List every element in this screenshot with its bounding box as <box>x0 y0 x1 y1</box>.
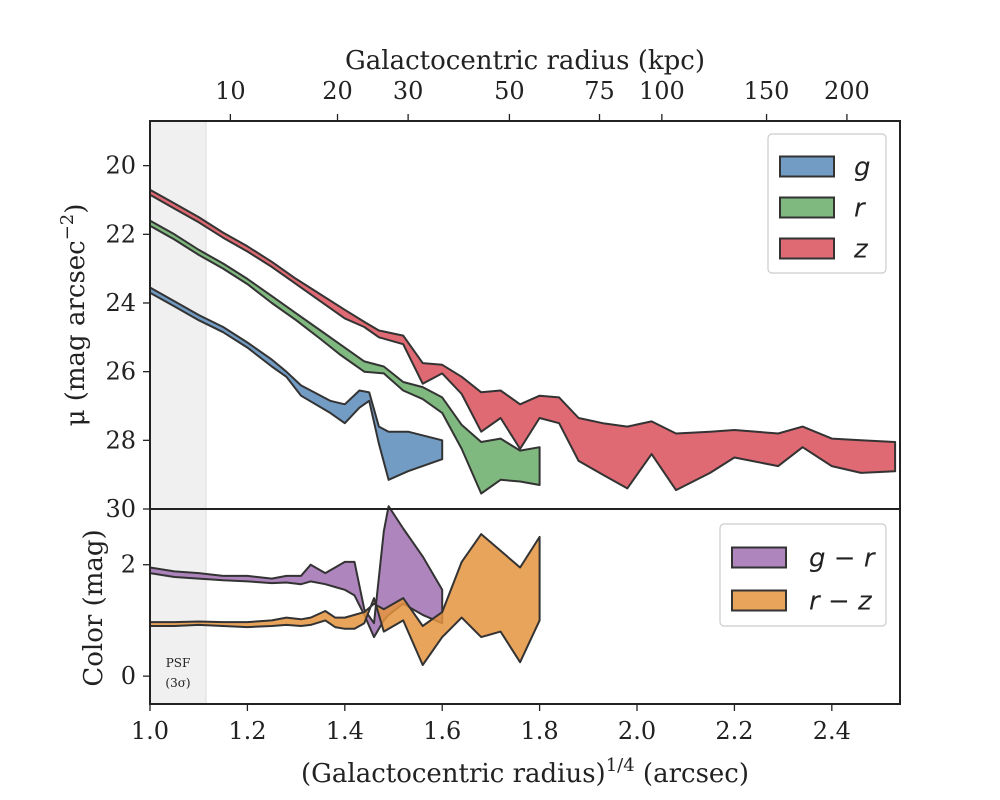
band-rz-color <box>149 533 541 666</box>
y-tick-label: 28 <box>105 426 136 454</box>
top-x-tick-label: 50 <box>494 77 525 105</box>
top-x-tick-label: 75 <box>584 77 615 105</box>
y-axis-title-sup: −2 <box>57 214 78 241</box>
color-y-tick-label: 0 <box>121 662 136 690</box>
y-axis-title-color: Color (mag) <box>79 529 109 686</box>
band-g <box>149 286 444 481</box>
x-tick-label: 2.4 <box>813 717 851 745</box>
y-axis-title-surface-brightness: μ (mag arcsec−2) <box>57 204 91 427</box>
top-axis-title: Galactocentric radius (kpc) <box>345 46 705 76</box>
y-tick-label: 26 <box>105 358 136 386</box>
x-tick-label: 1.0 <box>131 717 169 745</box>
legend-label-part: z <box>857 587 873 617</box>
psf-region-bottom <box>150 509 207 704</box>
psf-annotation-line2: (3σ) <box>165 676 190 690</box>
legend-label-part: g <box>809 544 826 574</box>
bottom-panel-frame <box>149 508 901 705</box>
band-r <box>149 219 541 495</box>
x-axis-title-suffix: (arcsec) <box>635 759 749 789</box>
top-x-tick-label: 100 <box>639 77 685 105</box>
legend-label: g <box>854 153 871 183</box>
x-tick-label: 1.8 <box>521 717 559 745</box>
x-axis-title-main: (Galactocentric radius) <box>301 759 606 789</box>
legend-label-part: − <box>826 544 864 574</box>
band-z <box>149 188 897 492</box>
legend-label: r − z <box>809 587 873 617</box>
legend-label-part: r <box>809 587 822 617</box>
x-tick-label: 1.6 <box>423 717 461 745</box>
legend-swatch <box>779 196 835 219</box>
legend-label: g − r <box>809 544 877 574</box>
top-x-tick-label: 200 <box>824 77 870 105</box>
top-x-tick-label: 10 <box>215 77 246 105</box>
x-tick-label: 2.0 <box>618 717 656 745</box>
top-x-tick-label: 20 <box>322 77 353 105</box>
color-y-tick-label: 2 <box>121 551 136 579</box>
band-layer <box>149 188 897 666</box>
legend-swatch <box>731 589 787 612</box>
y-tick-label: 24 <box>105 289 136 317</box>
y-axis-title-suffix: ) <box>61 204 91 214</box>
legend-label-part: − <box>820 587 858 617</box>
psf-annotation-line1: PSF <box>166 656 191 670</box>
legend-swatch <box>731 546 787 569</box>
top-x-tick-label: 150 <box>744 77 790 105</box>
y-tick-label: 30 <box>105 495 136 523</box>
legend-swatch <box>779 155 835 178</box>
tick-layer: 1.0 1.2 1.4 1.6 1.8 2.0 2.2 2.410 20 30 50 75 100 150… <box>105 77 869 745</box>
x-tick-label: 2.2 <box>715 717 753 745</box>
top-x-tick-label: 30 <box>393 77 424 105</box>
legend-magnitudes: grz <box>767 133 887 274</box>
x-tick-label: 1.2 <box>228 717 266 745</box>
x-axis-title-sup: 1/4 <box>606 755 635 776</box>
y-tick-label: 20 <box>105 152 136 180</box>
legend-label-part: r <box>864 544 877 574</box>
legend-label: r <box>854 194 867 224</box>
legend-swatch <box>779 237 835 260</box>
legend-colors: g − rr − z <box>719 523 887 627</box>
y-axis-title-main: μ (mag arcsec <box>61 240 91 426</box>
y-tick-label: 22 <box>105 220 136 248</box>
x-axis-title: (Galactocentric radius)1/4 (arcsec) <box>301 755 749 789</box>
legend-label: z <box>853 235 869 265</box>
x-tick-label: 1.4 <box>326 717 364 745</box>
